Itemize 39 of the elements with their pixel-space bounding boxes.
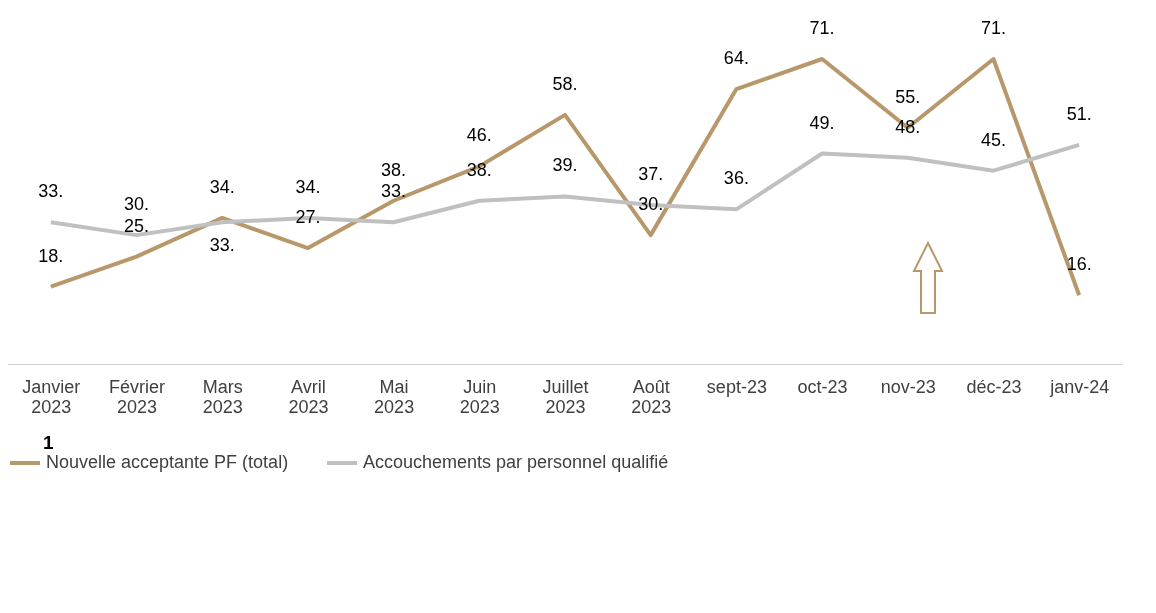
- data-label: 33.: [38, 181, 64, 202]
- x-tick-label: déc-23: [966, 376, 1022, 397]
- data-label: 71.: [980, 18, 1006, 38]
- text: 1: [43, 432, 54, 454]
- x-tick-label: janv-24: [1049, 376, 1110, 397]
- data-label: 18.: [38, 245, 64, 266]
- data-label: 49.: [809, 112, 835, 133]
- data-label: 37.: [638, 164, 664, 185]
- data-label: 34.: [295, 176, 321, 197]
- data-label: 71.: [809, 18, 835, 38]
- data-label: 51.: [1066, 103, 1092, 124]
- x-tick-label: Juin 2023: [459, 376, 500, 417]
- x-tick-label: sept-23: [706, 376, 767, 397]
- x-tick-label: Mars 2023: [202, 376, 243, 417]
- x-tick-label: nov-23: [880, 376, 936, 397]
- data-label: 45.: [980, 129, 1006, 150]
- data-label: 33.: [209, 235, 235, 256]
- legend-label: Nouvelle acceptante PF (total): [46, 452, 289, 472]
- x-tick-label: Juillet 2023: [542, 376, 589, 417]
- data-label: 39.: [552, 155, 578, 176]
- data-label: 25.: [124, 215, 150, 236]
- x-tick-label: Mai 2023: [374, 376, 415, 417]
- x-tick-label: Janvier 2023: [22, 376, 81, 417]
- x-tick-label: Avril 2023: [288, 376, 329, 417]
- data-label: 30.: [124, 194, 150, 215]
- legend-label: Accouchements par personnel qualifié: [363, 452, 669, 472]
- data-label: 33.: [381, 181, 407, 202]
- data-label: 36.: [723, 168, 749, 189]
- data-label: 27.: [295, 207, 321, 228]
- data-label: 34.: [209, 176, 235, 197]
- data-label: 58.: [552, 73, 578, 94]
- data-label: 64.: [723, 48, 749, 69]
- data-label: 38.: [381, 159, 407, 180]
- x-tick-label: Août 2023: [631, 376, 672, 417]
- data-label: 55.: [895, 86, 921, 107]
- data-label: 46.: [466, 125, 492, 146]
- data-label: 30.: [638, 194, 664, 215]
- x-tick-label: oct-23: [797, 376, 848, 397]
- x-tick-label: Février 2023: [109, 376, 166, 417]
